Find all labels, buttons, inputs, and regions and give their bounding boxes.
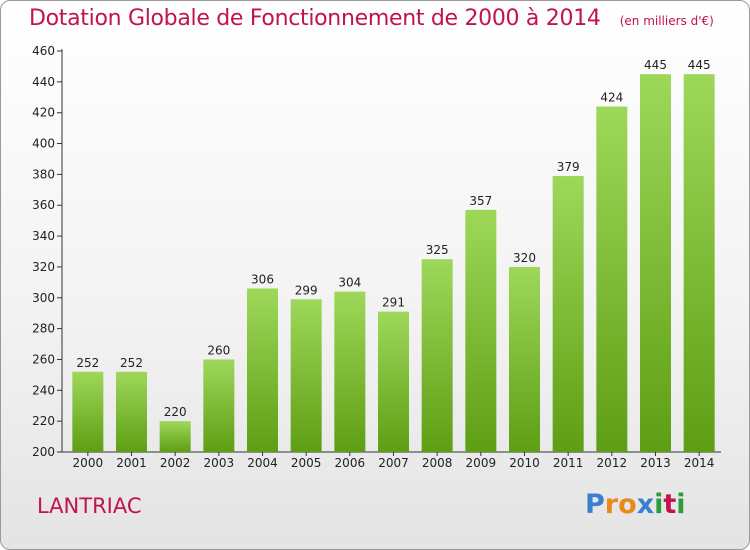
y-tick-label: 280 — [32, 322, 55, 336]
y-tick-label: 460 — [32, 44, 55, 58]
y-tick-label: 240 — [32, 383, 55, 397]
x-tick-label: 2000 — [73, 456, 104, 470]
x-tick-label: 2005 — [291, 456, 322, 470]
y-tick-label: 260 — [32, 352, 55, 366]
bar — [552, 175, 584, 452]
place-name: LANTRIAC — [37, 494, 142, 518]
bar-value-label: 445 — [644, 58, 667, 72]
y-tick-label: 440 — [32, 75, 55, 89]
bar-value-label: 299 — [295, 283, 318, 297]
axis-layer: 200 220 240 260 280 300 320 340 360 380 400 420 440 4… — [32, 44, 721, 470]
y-tick-label: 340 — [32, 229, 55, 243]
y-tick-label: 320 — [32, 260, 55, 274]
x-tick-label: 2004 — [247, 456, 278, 470]
bar — [596, 106, 628, 453]
bar — [72, 371, 104, 452]
x-tick-label: 2012 — [597, 456, 628, 470]
x-tick-label: 2014 — [684, 456, 715, 470]
bar-value-label: 306 — [251, 273, 274, 287]
bar — [378, 311, 409, 452]
bar — [116, 371, 147, 452]
chart-title: Dotation Globale de Fonctionnement de 20… — [29, 6, 714, 31]
logo-letter: o — [618, 489, 637, 520]
bar — [290, 299, 322, 452]
logo-letter: t — [663, 489, 677, 520]
bar-value-label: 424 — [600, 91, 623, 105]
bar-value-label: 252 — [120, 356, 143, 370]
bar — [203, 359, 235, 452]
bar — [421, 259, 453, 452]
bar-value-label: 291 — [382, 296, 405, 310]
y-tick-label: 300 — [32, 291, 55, 305]
x-tick-label: 2010 — [509, 456, 540, 470]
y-tick-label: 420 — [32, 106, 55, 120]
chart-title-text: Dotation Globale de Fonctionnement de 20… — [29, 6, 601, 31]
bar-value-label: 379 — [557, 160, 580, 174]
logo-letter: P — [585, 489, 605, 520]
bar — [465, 209, 497, 452]
logo-letter: i — [676, 489, 686, 520]
logo-letter: x — [636, 489, 655, 520]
bar-value-label: 320 — [513, 251, 536, 265]
bar — [247, 288, 278, 452]
y-tick-label: 360 — [32, 198, 55, 212]
logo-letter: i — [654, 489, 664, 520]
y-tick-label: 400 — [32, 137, 55, 151]
bar — [509, 266, 540, 452]
bar-value-label: 325 — [426, 243, 449, 257]
bar — [159, 421, 191, 452]
bar-value-label: 304 — [338, 276, 361, 290]
x-tick-label: 2001 — [116, 456, 147, 470]
x-tick-label: 2007 — [378, 456, 409, 470]
label-layer: 252 252 220 260 306 299 304 291 325 357 320 379 424 4… — [76, 58, 710, 419]
bar — [334, 291, 366, 452]
x-tick-label: 2003 — [204, 456, 235, 470]
bar-layer — [72, 74, 715, 453]
x-tick-label: 2006 — [335, 456, 366, 470]
logo-letter: r — [604, 489, 619, 520]
x-tick-label: 2013 — [640, 456, 671, 470]
bar-value-label: 220 — [164, 405, 187, 419]
bar — [640, 74, 671, 452]
x-tick-label: 2002 — [160, 456, 191, 470]
y-tick-label: 200 — [32, 445, 55, 459]
bar-value-label: 357 — [469, 194, 492, 208]
y-tick-label: 220 — [32, 414, 55, 428]
y-tick-label: 380 — [32, 167, 55, 181]
x-tick-label: 2009 — [466, 456, 497, 470]
bar — [683, 74, 715, 452]
x-tick-label: 2011 — [553, 456, 584, 470]
bar-value-label: 445 — [688, 58, 711, 72]
proxiti-logo: Proxiti — [585, 489, 686, 520]
chart-unit-text: (en milliers d'€) — [619, 14, 714, 28]
bar-value-label: 252 — [76, 356, 99, 370]
bar-value-label: 260 — [207, 343, 230, 357]
x-tick-label: 2008 — [422, 456, 453, 470]
